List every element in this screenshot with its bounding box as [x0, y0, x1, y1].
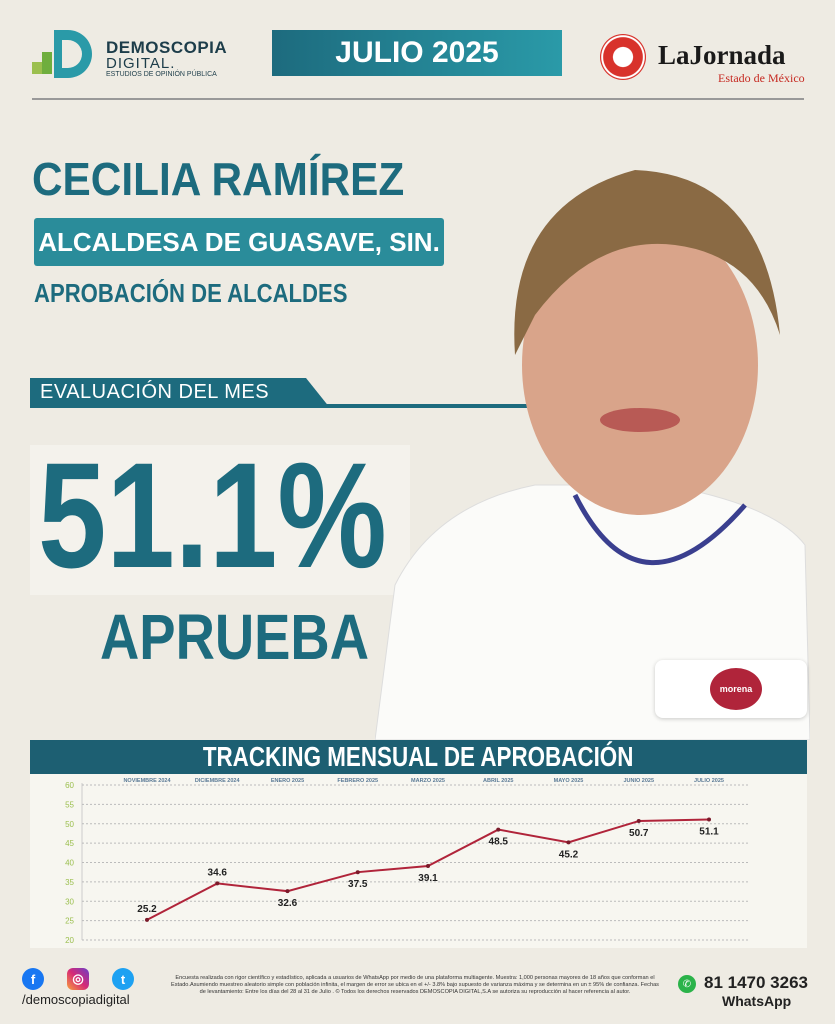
- y-tick-label: 25: [65, 917, 74, 926]
- data-point: [707, 817, 711, 822]
- candidate-name: CECILIA RAMÍREZ: [32, 153, 405, 205]
- y-tick-label: 50: [65, 820, 74, 829]
- candidate-photo: [375, 170, 810, 740]
- data-label: 34.6: [208, 867, 228, 878]
- approval-box: [30, 445, 410, 595]
- brand-name-2: DIGITAL.: [106, 55, 176, 72]
- chart-background: [30, 774, 807, 948]
- data-label: 45.2: [559, 849, 579, 860]
- demoscopia-logo-icon: [32, 30, 92, 78]
- x-tick-label: NOVIEMBRE 2024: [123, 778, 171, 784]
- x-tick-label: ABRIL 2025: [483, 778, 513, 784]
- y-tick-label: 30: [65, 897, 74, 906]
- x-tick-label: MAYO 2025: [554, 778, 584, 784]
- facebook-icon[interactable]: f: [22, 968, 44, 990]
- eval-divider: [300, 404, 540, 408]
- month-badge: JULIO 2025: [272, 30, 562, 76]
- eval-band: [30, 378, 330, 408]
- partner-subtitle: Estado de México: [718, 71, 805, 85]
- candidate-role: ALCALDESA DE GUASAVE, SIN.: [34, 218, 444, 266]
- data-label: 39.1: [418, 873, 438, 884]
- y-tick-label: 60: [65, 781, 74, 790]
- eval-label: EVALUACIÓN DEL MES: [40, 381, 270, 403]
- data-label: 25.2: [137, 904, 157, 915]
- whatsapp-label: WhatsApp: [722, 993, 792, 1009]
- partner-name: LaJornada: [658, 40, 786, 70]
- data-point: [566, 840, 571, 845]
- phone-number: 81 1470 3263: [704, 973, 808, 992]
- data-label: 32.6: [278, 898, 298, 909]
- header-divider: [32, 98, 804, 100]
- data-point: [636, 819, 641, 824]
- data-point: [215, 881, 220, 886]
- x-tick-label: MARZO 2025: [411, 778, 445, 784]
- data-label: 51.1: [699, 826, 719, 837]
- x-tick-label: JUNIO 2025: [623, 778, 654, 784]
- series-line: [146, 818, 710, 921]
- chart-title-bar: TRACKING MENSUAL DE APROBACIÓN: [30, 740, 807, 774]
- x-tick-label: FEBRERO 2025: [337, 778, 378, 784]
- data-point: [355, 870, 360, 875]
- data-point: [145, 917, 149, 922]
- y-tick-label: 40: [65, 859, 74, 868]
- data-point: [496, 827, 501, 832]
- approval-label: APRUEBA: [100, 601, 369, 673]
- whatsapp-icon: ✆: [678, 975, 696, 993]
- chart-title: TRACKING MENSUAL DE APROBACIÓN: [203, 741, 634, 772]
- y-tick-label: 45: [65, 839, 74, 848]
- twitter-icon[interactable]: t: [112, 968, 134, 990]
- data-label: 48.5: [489, 837, 509, 848]
- tracking-chart: 20 25 30 35 40 45 50 55 60 NOVIEMBRE 2024 DICIEMBR…: [65, 778, 750, 945]
- y-tick-label: 35: [65, 878, 74, 887]
- y-tick-label: 20: [65, 936, 74, 945]
- brand-name: DEMOSCOPIA: [106, 38, 228, 57]
- x-tick-label: JULIO 2025: [694, 778, 724, 784]
- instagram-icon[interactable]: ◎: [67, 968, 89, 990]
- social-handle: /demoscopiadigital: [22, 992, 130, 1007]
- x-tick-label: DICIEMBRE 2024: [195, 778, 241, 784]
- survey-subtitle: APROBACIÓN DE ALCALDES: [34, 278, 348, 308]
- la-jornada-logo-icon: [600, 34, 646, 80]
- y-tick-label: 55: [65, 800, 74, 809]
- data-point: [285, 889, 290, 894]
- data-label: 50.7: [629, 828, 649, 839]
- data-label: 37.5: [348, 879, 368, 890]
- approval-value: 51.1%: [38, 431, 387, 599]
- disclaimer: Encuesta realizada con rigor científico …: [171, 975, 659, 995]
- x-tick-label: ENERO 2025: [271, 778, 304, 784]
- brand-tagline: ESTUDIOS DE OPINIÓN PÚBLICA: [106, 71, 217, 78]
- data-point: [426, 863, 430, 868]
- morena-logo-icon: morena: [710, 668, 762, 710]
